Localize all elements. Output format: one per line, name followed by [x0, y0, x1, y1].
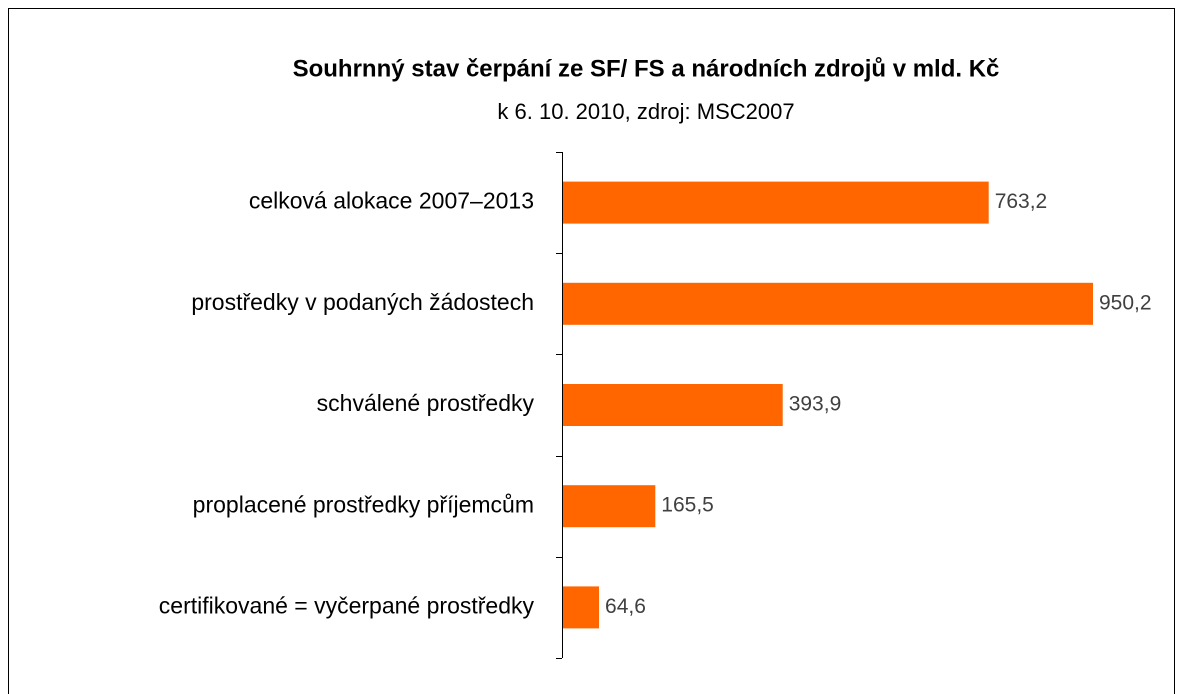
- category-label: celková alokace 2007–2013: [249, 188, 534, 214]
- value-label: 165,5: [661, 494, 714, 517]
- value-label: 393,9: [789, 393, 842, 416]
- bar: [563, 485, 656, 528]
- category-label: proplacené prostředky příjemcům: [193, 491, 534, 517]
- category-label: prostředky v podaných žádostech: [191, 289, 534, 315]
- bar: [563, 181, 989, 224]
- bar: [563, 282, 1093, 325]
- chart-frame: [8, 8, 1175, 694]
- chart-subtitle: k 6. 10. 2010, zdroj: MSC2007: [497, 99, 794, 124]
- category-label: schválené prostředky: [317, 390, 535, 416]
- value-label: 763,2: [995, 190, 1048, 213]
- category-label: certifikované = vyčerpané prostředky: [159, 592, 535, 618]
- bar: [563, 384, 783, 426]
- chart-title: Souhrnný stav čerpání ze SF/ FS a národn…: [293, 55, 1000, 82]
- value-label: 64,6: [605, 595, 646, 618]
- value-label: 950,2: [1099, 291, 1152, 314]
- bar: [563, 586, 600, 629]
